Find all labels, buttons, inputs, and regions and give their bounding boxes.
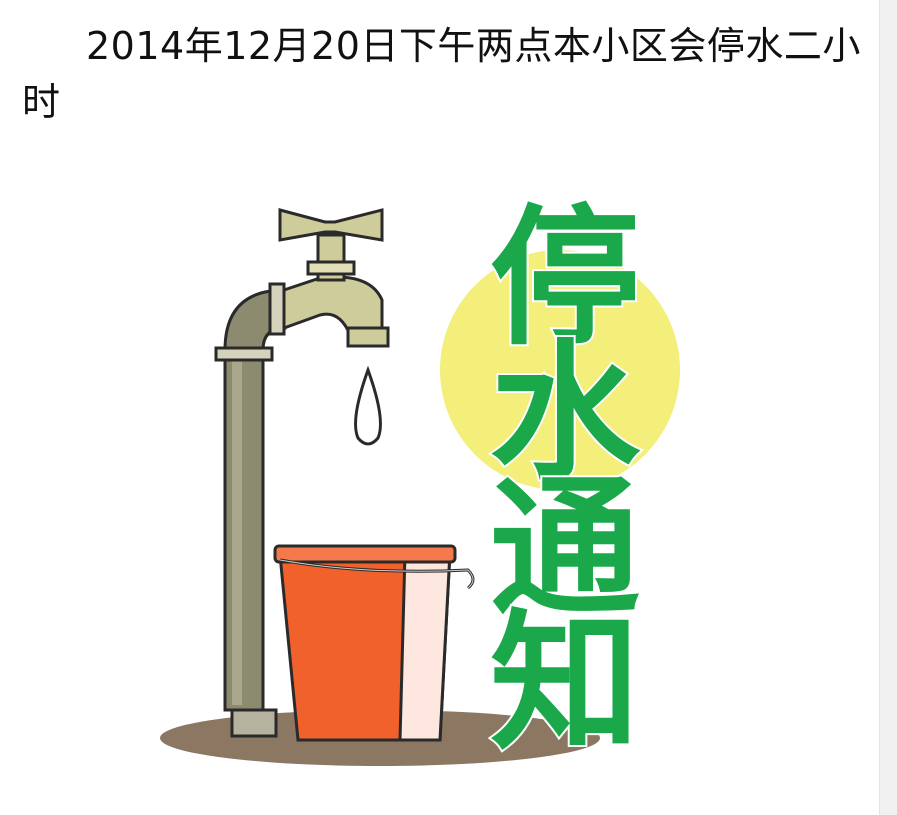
vertical-scrollbar[interactable] bbox=[879, 0, 897, 815]
water-drop-icon bbox=[354, 365, 382, 446]
title-char-3: 通 bbox=[490, 462, 640, 636]
poster-title: 停 水 通 知 bbox=[488, 190, 643, 773]
bucket-icon bbox=[273, 544, 475, 742]
sun-icon bbox=[440, 250, 680, 490]
water-outage-illustration: 停 水 通 知 bbox=[160, 190, 680, 773]
water-outage-notice: 2014年12月20日下午两点本小区会停水二小时 bbox=[22, 24, 861, 124]
title-char-1: 停 bbox=[490, 192, 640, 366]
title-char-2: 水 bbox=[490, 327, 641, 501]
title-char-4: 知 bbox=[490, 597, 640, 771]
faucet-icon bbox=[214, 208, 390, 738]
